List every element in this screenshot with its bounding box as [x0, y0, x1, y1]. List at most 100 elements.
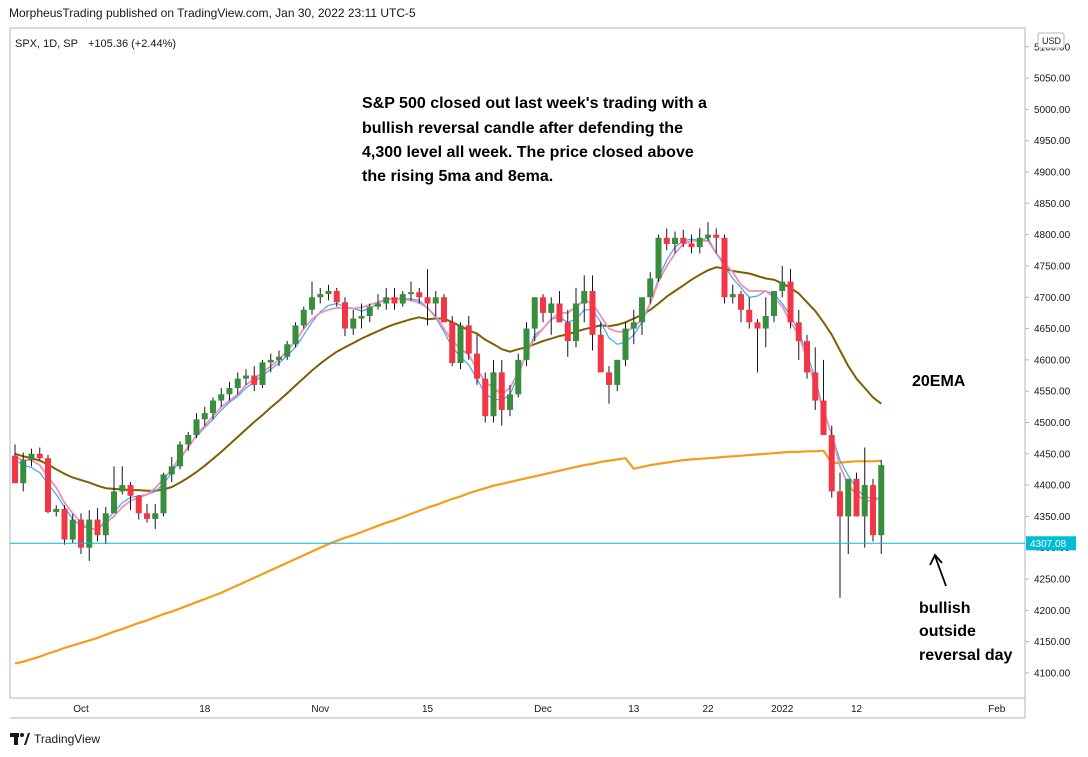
candle-body [399, 294, 406, 304]
candle-body [28, 453, 35, 461]
series-line-5ma [14, 237, 882, 530]
candle-body [870, 485, 876, 536]
annotation-reversal: bullish outside reversal day [919, 600, 1013, 664]
candle-body [762, 316, 769, 329]
candle-body [408, 292, 414, 295]
candle-body [86, 519, 93, 548]
x-axis-ticks: Oct 18 Nov 15 Dec 13 22 2022 12 Feb [73, 704, 1006, 715]
y-tick-label: 4450.00 [1034, 449, 1071, 460]
candle-body [705, 234, 711, 238]
candle-body [160, 474, 167, 514]
candle-body [556, 303, 563, 323]
candle-body [861, 485, 868, 517]
candle-body [309, 297, 315, 310]
candle-body [317, 294, 324, 298]
candle-body [523, 328, 530, 360]
candle-body [531, 297, 538, 329]
candle-body [20, 460, 27, 484]
candle-body [185, 435, 192, 445]
currency-label: USD [1042, 36, 1062, 46]
candle-body [449, 322, 456, 363]
candle-body [218, 394, 225, 401]
series-line-200sma [14, 449, 882, 665]
candle-body [622, 328, 629, 360]
candle-body [234, 378, 241, 389]
candle-body [201, 413, 208, 420]
y-tick-label: 5050.00 [1034, 74, 1071, 85]
candle-body [498, 372, 505, 410]
candle-body [69, 519, 76, 540]
annotation-20ema: 20EMA [912, 373, 966, 390]
candle-body [828, 435, 835, 492]
candle-body [787, 281, 794, 323]
candles [12, 222, 885, 598]
candle-body [78, 519, 84, 548]
candle-body [342, 302, 348, 329]
candle-body [375, 303, 381, 307]
candle-body [564, 322, 571, 342]
candle-body [358, 316, 365, 319]
candle-body [482, 378, 489, 417]
candle-body [432, 297, 439, 304]
candle-body [754, 322, 761, 329]
x-tick-label: Dec [534, 704, 552, 715]
candle-body [573, 303, 579, 342]
y-axis-ticks: 4100.004150.004200.004250.004300.004350.… [1025, 42, 1071, 679]
candle-body [111, 491, 117, 514]
candle-body [738, 294, 744, 310]
footer-brand: TradingView [10, 732, 100, 746]
candle-body [350, 318, 357, 329]
candle-body [144, 513, 150, 519]
candle-body [696, 237, 703, 248]
y-tick-label: 4350.00 [1034, 512, 1071, 523]
candle-body [771, 290, 777, 317]
candle-body [804, 341, 810, 373]
candle-body [680, 237, 687, 244]
candle-body [333, 290, 340, 303]
candle-body [36, 453, 43, 459]
candle-body [383, 297, 390, 304]
candle-body [441, 297, 447, 323]
candle-body [284, 344, 291, 357]
candle-body [853, 478, 860, 517]
x-tick-label: 2022 [771, 704, 794, 715]
candle-body [424, 297, 431, 304]
candle-body [102, 513, 109, 536]
candle-body [391, 297, 398, 304]
candle-body [490, 372, 497, 417]
x-tick-label: 13 [628, 704, 640, 715]
series-line-20ema [14, 266, 882, 492]
candle-body [721, 237, 728, 298]
candle-body [94, 519, 101, 536]
candle-body [366, 306, 373, 317]
candle-body [465, 325, 472, 354]
candle-body [614, 359, 621, 385]
y-tick-label: 4850.00 [1034, 199, 1071, 210]
candle-body [812, 372, 819, 401]
candle-body [639, 297, 645, 323]
y-tick-label: 4650.00 [1034, 324, 1071, 335]
y-tick-label: 4100.00 [1034, 668, 1071, 679]
candle-body [597, 334, 604, 373]
candle-body [672, 237, 678, 245]
y-tick-label: 4900.00 [1034, 168, 1071, 179]
x-tick-label: 12 [851, 704, 863, 715]
candle-body [688, 243, 695, 248]
y-tick-label: 4200.00 [1034, 606, 1071, 617]
y-tick-label: 4550.00 [1034, 387, 1071, 398]
candle-body [325, 290, 332, 295]
last-price-badge [1026, 536, 1076, 551]
x-tick-label: Oct [73, 704, 89, 715]
candle-body [837, 491, 843, 517]
currency-badge[interactable] [1037, 32, 1065, 49]
candle-body [276, 356, 282, 360]
candle-body [581, 290, 588, 304]
y-tick-label: 4750.00 [1034, 261, 1071, 272]
candle-body [127, 485, 134, 496]
x-tick-label: Nov [311, 704, 329, 715]
x-tick-label: 18 [199, 704, 211, 715]
publisher-caption: MorpheusTrading published on TradingView… [9, 6, 416, 20]
candle-body [210, 400, 216, 414]
candle-body [746, 309, 753, 323]
